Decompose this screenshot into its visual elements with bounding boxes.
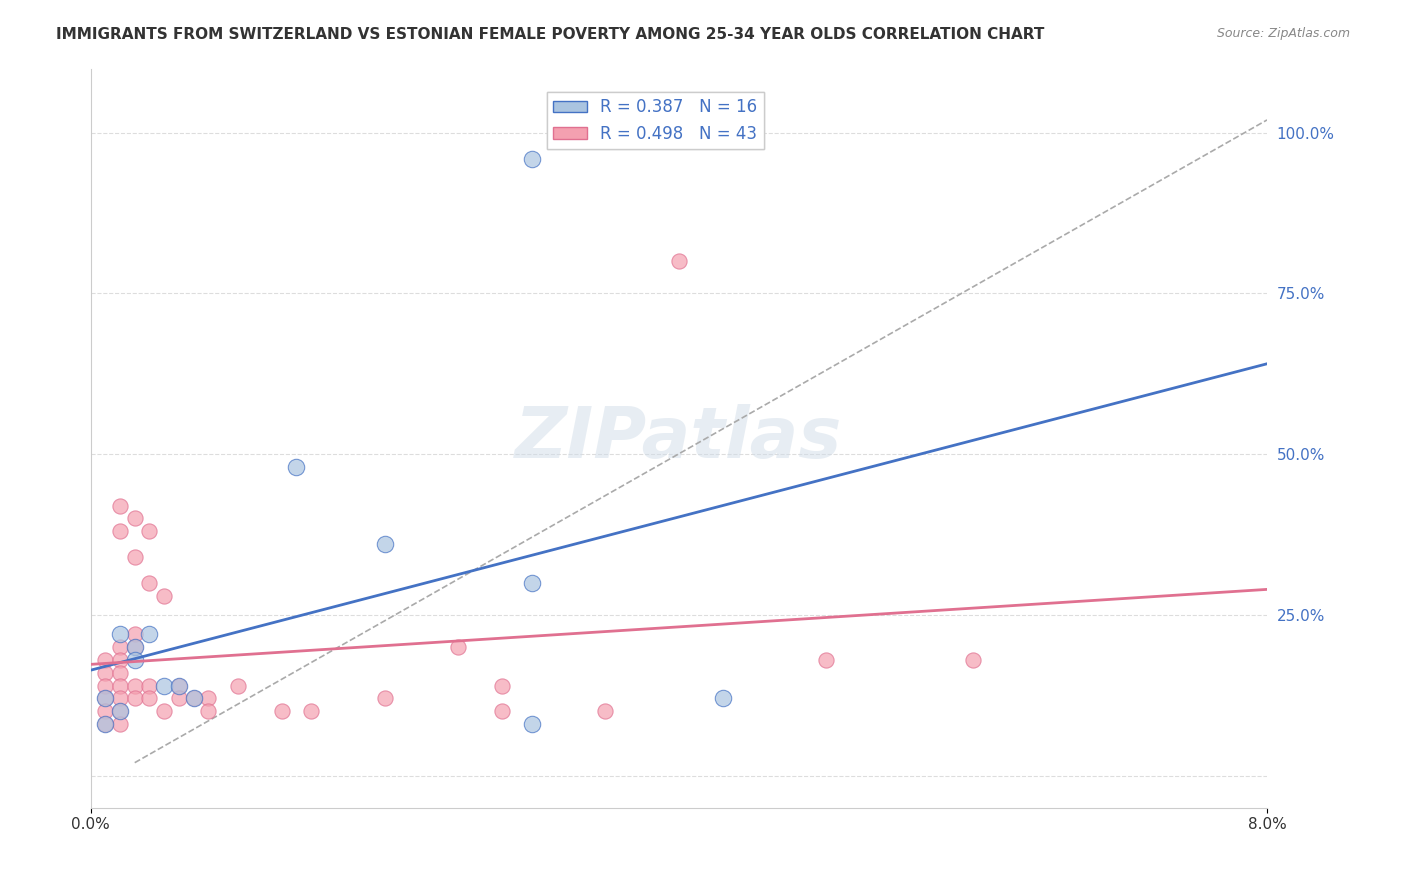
Point [153,679,176,693]
Point [814,653,837,667]
Point [595,704,617,718]
Point [124,640,146,654]
Point [197,704,219,718]
Point [108,717,131,731]
Point [197,691,219,706]
Point [270,704,292,718]
Point [94,717,117,731]
Point [94,704,117,718]
Point [153,704,176,718]
Point [108,524,131,539]
Text: IMMIGRANTS FROM SWITZERLAND VS ESTONIAN FEMALE POVERTY AMONG 25-34 YEAR OLDS COR: IMMIGRANTS FROM SWITZERLAND VS ESTONIAN … [56,27,1045,42]
Point [491,679,513,693]
Point [167,679,190,693]
Point [520,575,543,590]
Point [520,152,543,166]
Point [94,691,117,706]
Point [124,549,146,564]
Point [94,717,117,731]
Point [94,679,117,693]
Point [285,460,308,475]
Point [124,627,146,641]
Point [226,679,249,693]
Point [108,499,131,513]
Point [138,575,160,590]
Point [108,627,131,641]
Point [299,704,322,718]
Point [94,665,117,680]
Point [124,640,146,654]
Point [374,537,396,551]
Point [183,691,205,706]
Point [108,704,131,718]
Point [183,691,205,706]
Point [491,704,513,718]
Point [138,524,160,539]
Point [167,679,190,693]
Point [138,691,160,706]
Text: ZIPatlas: ZIPatlas [515,403,842,473]
Point [668,254,690,268]
Point [711,691,734,706]
Point [108,679,131,693]
Point [108,704,131,718]
Point [124,679,146,693]
Text: Source: ZipAtlas.com: Source: ZipAtlas.com [1216,27,1350,40]
Point [520,717,543,731]
Point [108,691,131,706]
Point [94,653,117,667]
Point [124,653,146,667]
Point [374,691,396,706]
Point [124,691,146,706]
Point [108,640,131,654]
Point [138,627,160,641]
Point [153,589,176,603]
Point [447,640,470,654]
Point [108,665,131,680]
Point [108,653,131,667]
Point [124,511,146,525]
Legend: R = 0.387   N = 16, R = 0.498   N = 43: R = 0.387 N = 16, R = 0.498 N = 43 [547,92,763,149]
Point [962,653,984,667]
Point [94,691,117,706]
Point [167,691,190,706]
Point [138,679,160,693]
